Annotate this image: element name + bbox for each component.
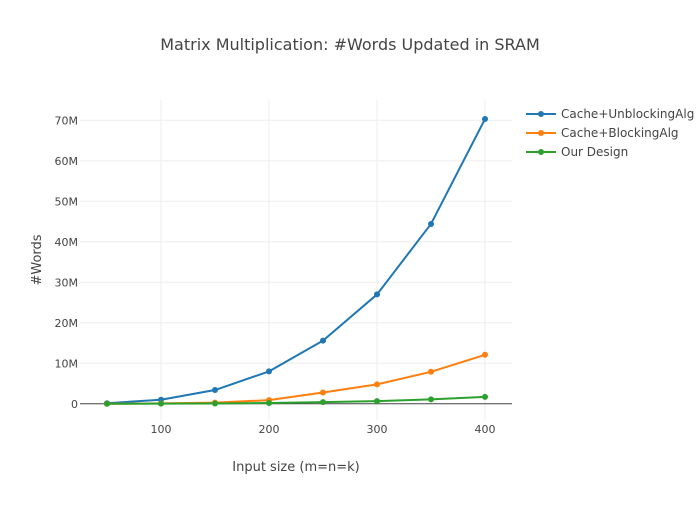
data-point xyxy=(266,368,272,375)
legend: Cache+UnblockingAlg Cache+BlockingAlg Our … xyxy=(526,107,694,159)
x-tick-label: 300 xyxy=(367,423,388,436)
data-point xyxy=(374,398,380,405)
legend-label: Cache+UnblockingAlg xyxy=(561,107,694,121)
data-point xyxy=(212,400,218,407)
plot-area xyxy=(104,116,488,407)
y-tick-label: 50M xyxy=(55,195,79,208)
y-tick-label: 70M xyxy=(55,114,79,127)
x-tick-label: 200 xyxy=(259,423,280,436)
series-1 xyxy=(104,116,488,407)
series-line xyxy=(106,395,486,405)
y-tick-label: 60M xyxy=(55,155,79,168)
y-tick-label: 0 xyxy=(71,398,78,411)
legend-label: Cache+BlockingAlg xyxy=(561,126,679,140)
data-point xyxy=(374,381,380,388)
legend-item: Our Design xyxy=(526,145,628,159)
y-tick-label: 20M xyxy=(55,317,79,330)
series-3 xyxy=(104,393,488,407)
data-point xyxy=(374,291,380,298)
data-point xyxy=(320,389,326,396)
series-line xyxy=(106,118,486,405)
axes: 100 200 300 400 0 10M 20M 30M 40M 50M 60M 70M xyxy=(55,114,512,436)
legend-item: Cache+BlockingAlg xyxy=(526,126,679,140)
gridlines xyxy=(80,100,512,420)
data-point xyxy=(104,400,110,407)
x-tick-label: 400 xyxy=(475,423,496,436)
y-tick-label: 10M xyxy=(55,357,79,370)
legend-marker xyxy=(538,130,544,136)
data-point xyxy=(158,400,164,407)
data-point xyxy=(428,368,434,375)
legend-label: Our Design xyxy=(561,145,628,159)
data-point xyxy=(482,116,488,123)
x-tick-label: 100 xyxy=(151,423,172,436)
y-axis-label: #Words xyxy=(30,234,45,285)
data-point xyxy=(320,399,326,406)
series-line xyxy=(106,353,486,405)
data-point xyxy=(266,399,272,406)
x-axis-label: Input size (m=n=k) xyxy=(232,460,360,475)
chart-title: Matrix Multiplication: #Words Updated in… xyxy=(160,35,540,54)
legend-marker xyxy=(538,149,544,155)
y-tick-label: 30M xyxy=(55,276,79,289)
data-point xyxy=(482,351,488,358)
data-point xyxy=(428,220,434,227)
y-tick-label: 40M xyxy=(55,236,79,249)
data-point xyxy=(482,393,488,400)
data-point xyxy=(212,387,218,394)
legend-item: Cache+UnblockingAlg xyxy=(526,107,694,121)
legend-marker xyxy=(538,111,544,117)
data-point xyxy=(428,396,434,403)
data-point xyxy=(320,337,326,344)
